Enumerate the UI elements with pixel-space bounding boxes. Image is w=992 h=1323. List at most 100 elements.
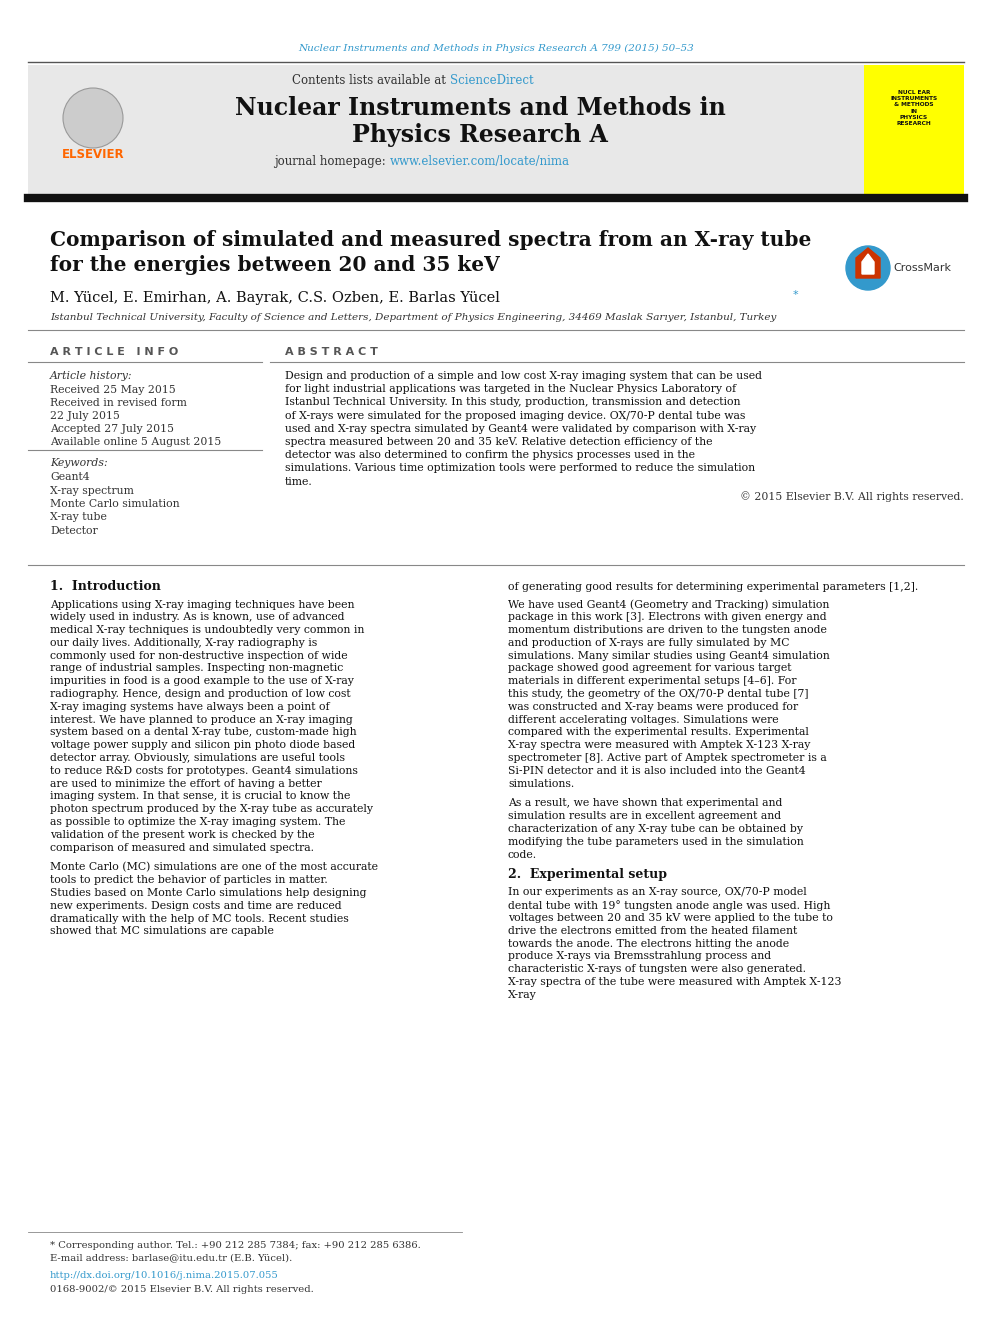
Text: Received 25 May 2015: Received 25 May 2015 — [50, 385, 176, 396]
Text: Keywords:: Keywords: — [50, 458, 107, 468]
Text: www.elsevier.com/locate/nima: www.elsevier.com/locate/nima — [390, 156, 570, 168]
Text: In our experiments as an X-ray source, OX/70-P model: In our experiments as an X-ray source, O… — [508, 888, 806, 897]
Text: http://dx.doi.org/10.1016/j.nima.2015.07.055: http://dx.doi.org/10.1016/j.nima.2015.07… — [50, 1270, 279, 1279]
Text: dramatically with the help of MC tools. Recent studies: dramatically with the help of MC tools. … — [50, 914, 349, 923]
Circle shape — [846, 246, 890, 290]
Text: Nuclear Instruments and Methods in Physics Research A 799 (2015) 50–53: Nuclear Instruments and Methods in Physi… — [299, 44, 693, 53]
Text: Comparison of simulated and measured spectra from an X-ray tube: Comparison of simulated and measured spe… — [50, 230, 811, 250]
Text: compared with the experimental results. Experimental: compared with the experimental results. … — [508, 728, 808, 737]
Text: validation of the present work is checked by the: validation of the present work is checke… — [50, 830, 314, 840]
Polygon shape — [862, 254, 874, 274]
Text: spectra measured between 20 and 35 keV. Relative detection efficiency of the: spectra measured between 20 and 35 keV. … — [285, 437, 712, 447]
Text: ELSEVIER: ELSEVIER — [62, 148, 124, 161]
Text: photon spectrum produced by the X-ray tube as accurately: photon spectrum produced by the X-ray tu… — [50, 804, 373, 814]
Text: different accelerating voltages. Simulations were: different accelerating voltages. Simulat… — [508, 714, 779, 725]
Text: radiography. Hence, design and production of low cost: radiography. Hence, design and productio… — [50, 689, 350, 699]
Text: produce X-rays via Bremsstrahlung process and: produce X-rays via Bremsstrahlung proces… — [508, 951, 771, 962]
Text: journal homepage:: journal homepage: — [275, 156, 390, 168]
Text: ScienceDirect: ScienceDirect — [450, 74, 534, 86]
Text: *: * — [793, 290, 799, 300]
Text: A B S T R A C T: A B S T R A C T — [285, 347, 378, 357]
Text: X-ray spectra of the tube were measured with Amptek X-123: X-ray spectra of the tube were measured … — [508, 978, 841, 987]
Text: time.: time. — [285, 476, 312, 487]
Text: * Corresponding author. Tel.: +90 212 285 7384; fax: +90 212 285 6386.: * Corresponding author. Tel.: +90 212 28… — [50, 1241, 421, 1249]
Text: M. Yücel, E. Emirhan, A. Bayrak, C.S. Ozben, E. Barlas Yücel: M. Yücel, E. Emirhan, A. Bayrak, C.S. Oz… — [50, 291, 500, 306]
Text: detector was also determined to confirm the physics processes used in the: detector was also determined to confirm … — [285, 450, 695, 460]
Text: X-ray: X-ray — [508, 990, 537, 1000]
Text: simulations. Many similar studies using Geant4 simulation: simulations. Many similar studies using … — [508, 651, 829, 660]
Text: towards the anode. The electrons hitting the anode: towards the anode. The electrons hitting… — [508, 939, 789, 949]
FancyBboxPatch shape — [28, 65, 864, 194]
Text: X-ray tube: X-ray tube — [50, 512, 107, 523]
Text: Received in revised form: Received in revised form — [50, 398, 186, 407]
Text: used and X-ray spectra simulated by Geant4 were validated by comparison with X-r: used and X-ray spectra simulated by Gean… — [285, 423, 756, 434]
Text: 0168-9002/© 2015 Elsevier B.V. All rights reserved.: 0168-9002/© 2015 Elsevier B.V. All right… — [50, 1286, 313, 1294]
Circle shape — [63, 89, 123, 148]
Text: 2.  Experimental setup: 2. Experimental setup — [508, 868, 667, 881]
Text: A R T I C L E   I N F O: A R T I C L E I N F O — [50, 347, 179, 357]
Text: code.: code. — [508, 849, 537, 860]
Text: simulation results are in excellent agreement and: simulation results are in excellent agre… — [508, 811, 781, 822]
Text: widely used in industry. As is known, use of advanced: widely used in industry. As is known, us… — [50, 613, 344, 622]
Text: Monte Carlo simulation: Monte Carlo simulation — [50, 499, 180, 509]
Text: and production of X-rays are fully simulated by MC: and production of X-rays are fully simul… — [508, 638, 790, 648]
Text: showed that MC simulations are capable: showed that MC simulations are capable — [50, 926, 274, 937]
Text: Article history:: Article history: — [50, 370, 133, 381]
Text: our daily lives. Additionally, X-ray radiography is: our daily lives. Additionally, X-ray rad… — [50, 638, 317, 648]
Text: tools to predict the behavior of particles in matter.: tools to predict the behavior of particl… — [50, 876, 327, 885]
Text: Si-PIN detector and it is also included into the Geant4: Si-PIN detector and it is also included … — [508, 766, 806, 775]
Text: dental tube with 19° tungsten anode angle was used. High: dental tube with 19° tungsten anode angl… — [508, 900, 830, 910]
Text: drive the electrons emitted from the heated filament: drive the electrons emitted from the hea… — [508, 926, 798, 935]
Text: We have used Geant4 (Geometry and Tracking) simulation: We have used Geant4 (Geometry and Tracki… — [508, 599, 829, 610]
Text: voltages between 20 and 35 kV were applied to the tube to: voltages between 20 and 35 kV were appli… — [508, 913, 833, 923]
Text: X-ray imaging systems have always been a point of: X-ray imaging systems have always been a… — [50, 703, 329, 712]
Text: materials in different experimental setups [4–6]. For: materials in different experimental setu… — [508, 676, 797, 687]
FancyBboxPatch shape — [864, 65, 964, 194]
Text: of X-rays were simulated for the proposed imaging device. OX/70-P dental tube wa: of X-rays were simulated for the propose… — [285, 410, 745, 421]
Text: momentum distributions are driven to the tungsten anode: momentum distributions are driven to the… — [508, 624, 827, 635]
Text: for the energies between 20 and 35 keV: for the energies between 20 and 35 keV — [50, 255, 500, 275]
Text: Physics Research A: Physics Research A — [352, 123, 608, 147]
Text: Accepted 27 July 2015: Accepted 27 July 2015 — [50, 423, 174, 434]
Text: this study, the geometry of the OX/70-P dental tube [7]: this study, the geometry of the OX/70-P … — [508, 689, 808, 699]
Text: characterization of any X-ray tube can be obtained by: characterization of any X-ray tube can b… — [508, 824, 803, 833]
Text: simulations. Various time optimization tools were performed to reduce the simula: simulations. Various time optimization t… — [285, 463, 755, 474]
Text: simulations.: simulations. — [508, 779, 574, 789]
Text: of generating good results for determining experimental parameters [1,2].: of generating good results for determini… — [508, 582, 919, 591]
Text: to reduce R&D costs for prototypes. Geant4 simulations: to reduce R&D costs for prototypes. Gean… — [50, 766, 358, 775]
Text: impurities in food is a good example to the use of X-ray: impurities in food is a good example to … — [50, 676, 354, 687]
Text: NUCL EAR
INSTRUMENTS
& METHODS
IN
PHYSICS
RESEARCH: NUCL EAR INSTRUMENTS & METHODS IN PHYSIC… — [891, 90, 937, 126]
Text: Contents lists available at: Contents lists available at — [293, 74, 450, 86]
Text: comparison of measured and simulated spectra.: comparison of measured and simulated spe… — [50, 843, 314, 853]
Text: interest. We have planned to produce an X-ray imaging: interest. We have planned to produce an … — [50, 714, 353, 725]
Text: CrossMark: CrossMark — [893, 263, 951, 273]
Text: voltage power supply and silicon pin photo diode based: voltage power supply and silicon pin pho… — [50, 741, 355, 750]
Text: Detector: Detector — [50, 527, 98, 536]
Text: E-mail address: barlase@itu.edu.tr (E.B. Yücel).: E-mail address: barlase@itu.edu.tr (E.B.… — [50, 1253, 293, 1262]
Text: package showed good agreement for various target: package showed good agreement for variou… — [508, 664, 792, 673]
Text: as possible to optimize the X-ray imaging system. The: as possible to optimize the X-ray imagin… — [50, 818, 345, 827]
Text: medical X-ray techniques is undoubtedly very common in: medical X-ray techniques is undoubtedly … — [50, 624, 364, 635]
Text: 22 July 2015: 22 July 2015 — [50, 411, 120, 421]
Text: are used to minimize the effort of having a better: are used to minimize the effort of havin… — [50, 779, 321, 789]
Text: characteristic X-rays of tungsten were also generated.: characteristic X-rays of tungsten were a… — [508, 964, 806, 974]
Text: spectrometer [8]. Active part of Amptek spectrometer is a: spectrometer [8]. Active part of Amptek … — [508, 753, 826, 763]
Text: Applications using X-ray imaging techniques have been: Applications using X-ray imaging techniq… — [50, 599, 354, 610]
Text: was constructed and X-ray beams were produced for: was constructed and X-ray beams were pro… — [508, 703, 799, 712]
Text: 1.  Introduction: 1. Introduction — [50, 579, 161, 593]
Text: Nuclear Instruments and Methods in: Nuclear Instruments and Methods in — [235, 97, 725, 120]
Text: detector array. Obviously, simulations are useful tools: detector array. Obviously, simulations a… — [50, 753, 345, 763]
Text: Available online 5 August 2015: Available online 5 August 2015 — [50, 437, 221, 447]
Text: range of industrial samples. Inspecting non-magnetic: range of industrial samples. Inspecting … — [50, 664, 343, 673]
Text: package in this work [3]. Electrons with given energy and: package in this work [3]. Electrons with… — [508, 613, 826, 622]
Text: Istanbul Technical University. In this study, production, transmission and detec: Istanbul Technical University. In this s… — [285, 397, 740, 407]
Text: X-ray spectrum: X-ray spectrum — [50, 486, 134, 496]
Text: commonly used for non-destructive inspection of wide: commonly used for non-destructive inspec… — [50, 651, 347, 660]
Text: new experiments. Design costs and time are reduced: new experiments. Design costs and time a… — [50, 901, 341, 912]
Text: modifying the tube parameters used in the simulation: modifying the tube parameters used in th… — [508, 837, 804, 847]
Text: Studies based on Monte Carlo simulations help designing: Studies based on Monte Carlo simulations… — [50, 888, 366, 898]
Text: © 2015 Elsevier B.V. All rights reserved.: © 2015 Elsevier B.V. All rights reserved… — [740, 491, 964, 503]
Text: imaging system. In that sense, it is crucial to know the: imaging system. In that sense, it is cru… — [50, 791, 350, 802]
Polygon shape — [856, 247, 880, 278]
Text: Geant4: Geant4 — [50, 472, 89, 482]
